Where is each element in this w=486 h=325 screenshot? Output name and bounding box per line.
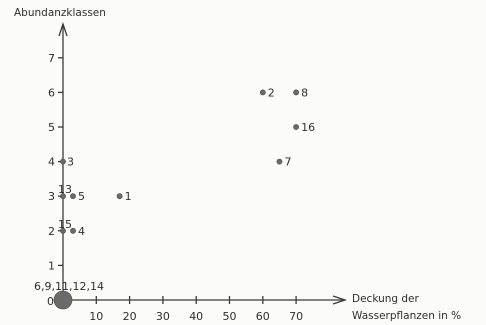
data-point <box>293 124 299 130</box>
y-tick-label: 6 <box>48 86 55 99</box>
data-point <box>53 290 73 310</box>
data-point <box>276 158 283 165</box>
data-point-label: 6,9,11,12,14 <box>34 280 104 293</box>
x-tick-label: 20 <box>123 310 137 323</box>
data-point-label: 1 <box>125 190 132 203</box>
y-tick-label: 2 <box>48 225 55 238</box>
data-point <box>60 193 66 200</box>
y-tick-label: 4 <box>48 156 55 169</box>
x-axis-title-line2: Wasserpflanzen in % <box>352 310 461 322</box>
x-tick-label: 60 <box>256 310 270 323</box>
x-axis-arrow <box>332 295 348 305</box>
y-tick-label: 7 <box>48 52 55 65</box>
data-point <box>70 193 76 200</box>
data-point-label: 5 <box>78 190 85 203</box>
data-point-label: 8 <box>301 86 308 99</box>
y-zero-label: 0 <box>47 295 54 308</box>
data-point-label: 13 <box>58 183 72 196</box>
x-tick-label: 40 <box>189 310 203 323</box>
data-point <box>293 89 299 96</box>
y-axis-title: Abundanzklassen <box>14 7 106 19</box>
data-point-label: 7 <box>284 156 291 169</box>
data-point-label: 2 <box>268 86 275 99</box>
x-tick-label: 50 <box>223 310 237 323</box>
y-tick-label: 5 <box>48 121 55 134</box>
data-point <box>60 158 66 165</box>
data-point <box>259 89 266 96</box>
y-tick-label: 3 <box>48 190 55 203</box>
data-point <box>116 193 123 200</box>
x-axis-title-line1: Deckung der <box>352 293 420 305</box>
data-point <box>60 227 66 234</box>
y-tick-label: 1 <box>48 259 55 272</box>
data-point-label: 16 <box>301 121 315 134</box>
data-point-label: 3 <box>67 156 74 169</box>
x-tick-label: 30 <box>156 310 170 323</box>
x-tick-label: 70 <box>289 310 303 323</box>
y-axis-arrow <box>58 21 68 37</box>
data-point-label: 4 <box>78 225 85 238</box>
x-tick-label: 10 <box>89 310 103 323</box>
data-point-label: 15 <box>58 218 72 231</box>
data-point <box>70 227 76 234</box>
